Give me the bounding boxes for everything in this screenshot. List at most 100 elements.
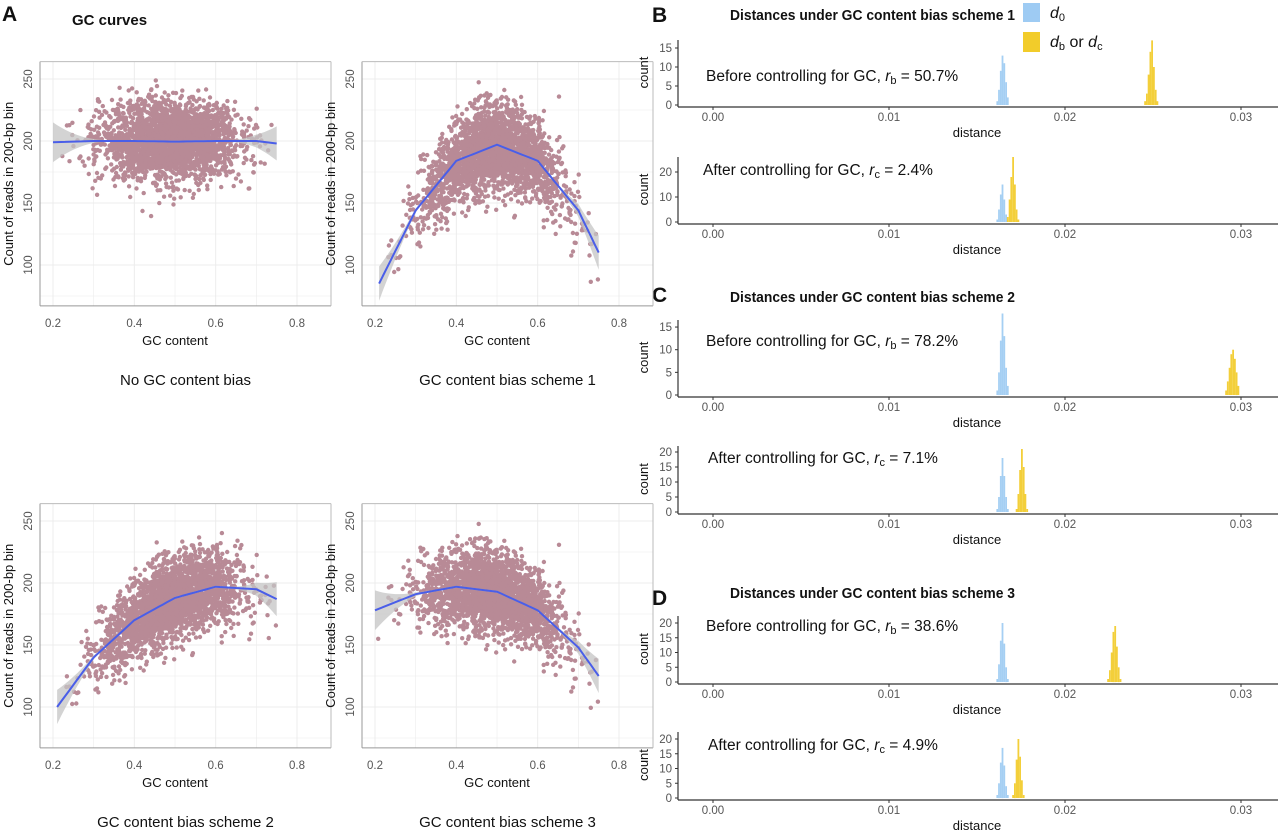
data-point — [99, 112, 105, 118]
data-point — [145, 117, 151, 123]
legend-label-d0: d0 — [1050, 5, 1065, 24]
data-point — [90, 186, 95, 191]
data-point — [460, 198, 466, 203]
data-point — [425, 152, 430, 158]
data-point — [134, 186, 139, 191]
data-point — [164, 174, 169, 180]
data-point — [249, 157, 254, 163]
data-point — [418, 244, 423, 249]
data-point — [104, 110, 109, 115]
data-point — [563, 174, 568, 179]
data-point — [166, 118, 171, 123]
data-point — [502, 87, 507, 93]
data-point — [142, 165, 147, 170]
data-point — [127, 105, 132, 110]
data-point — [200, 171, 206, 176]
data-point — [572, 180, 577, 185]
data-point — [522, 171, 528, 176]
data-point — [109, 131, 114, 136]
data-point — [151, 180, 156, 186]
data-point — [160, 136, 165, 141]
data-point — [140, 208, 145, 214]
data-point — [171, 112, 177, 118]
data-point — [441, 190, 446, 195]
data-point — [134, 126, 140, 131]
data-point — [172, 122, 177, 128]
data-point — [586, 211, 591, 216]
data-point — [212, 147, 217, 153]
data-point — [115, 106, 120, 111]
data-point — [228, 142, 233, 148]
data-point — [157, 177, 162, 182]
data-point — [460, 141, 465, 147]
data-point — [236, 172, 241, 177]
data-point — [491, 190, 496, 195]
data-point — [136, 96, 141, 102]
data-point — [86, 171, 92, 177]
data-point — [515, 107, 520, 112]
data-point — [178, 195, 183, 200]
data-point — [414, 194, 419, 200]
data-point — [94, 170, 100, 176]
data-point — [177, 120, 183, 125]
data-point — [129, 149, 134, 154]
data-point — [113, 170, 119, 176]
data-point — [163, 107, 169, 112]
data-point — [163, 181, 169, 186]
data-point — [125, 144, 131, 150]
data-point — [162, 127, 168, 133]
data-point — [496, 196, 501, 201]
data-point — [570, 249, 576, 254]
data-point — [569, 253, 574, 258]
data-point — [531, 152, 537, 157]
data-point — [530, 196, 535, 201]
data-point — [118, 163, 124, 169]
data-point — [406, 184, 411, 189]
data-point — [238, 143, 243, 149]
data-point — [536, 128, 541, 134]
data-point — [551, 153, 556, 159]
data-point — [172, 102, 177, 107]
data-point — [169, 180, 175, 185]
data-point — [180, 88, 185, 93]
data-point — [106, 136, 111, 141]
data-point — [429, 163, 434, 168]
data-point — [173, 160, 178, 165]
data-point — [209, 134, 215, 139]
data-point — [526, 175, 531, 180]
data-point — [170, 185, 175, 190]
data-point — [544, 194, 549, 199]
data-point — [214, 104, 219, 110]
data-point — [234, 154, 239, 159]
data-point — [462, 191, 467, 197]
data-point — [173, 90, 179, 96]
data-point — [175, 152, 180, 158]
data-point — [70, 120, 75, 126]
data-point — [190, 195, 196, 200]
data-point — [460, 120, 465, 125]
data-point — [409, 230, 415, 235]
data-point — [443, 155, 448, 160]
data-point — [153, 93, 158, 98]
x-tick-label: 0.6 — [208, 318, 224, 330]
data-point — [552, 161, 557, 166]
data-point — [107, 113, 112, 119]
data-point — [100, 103, 106, 109]
data-point — [213, 151, 218, 157]
data-point — [91, 114, 97, 119]
data-point — [476, 80, 481, 85]
data-point — [88, 133, 94, 138]
data-point — [117, 147, 123, 152]
data-point — [152, 114, 157, 119]
data-point — [131, 134, 137, 139]
data-points — [60, 78, 274, 219]
y-tick-label: 200 — [23, 131, 35, 150]
data-point — [201, 176, 206, 181]
data-point — [476, 137, 481, 142]
data-point — [204, 167, 209, 172]
data-point — [180, 130, 185, 135]
data-point — [182, 187, 187, 193]
data-point — [145, 151, 150, 157]
data-point — [504, 95, 509, 100]
data-point — [138, 155, 143, 161]
